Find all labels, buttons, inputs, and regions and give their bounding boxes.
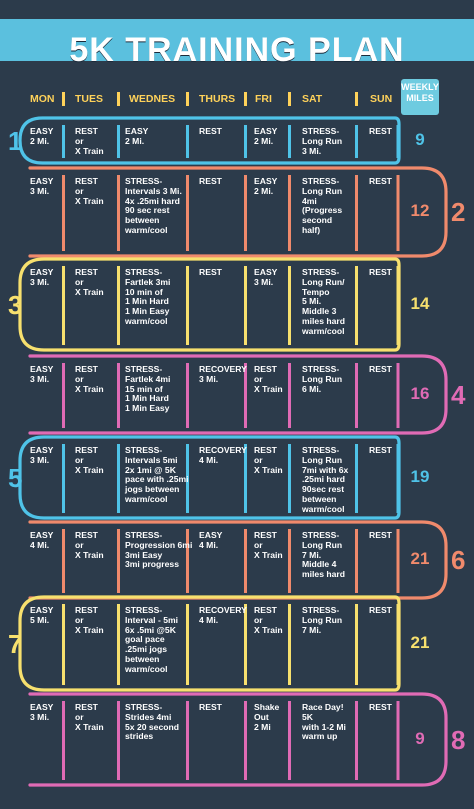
week-6-sun-cell: REST xyxy=(369,530,392,540)
week-4-track xyxy=(28,354,448,435)
week-4-sat-cell: STRESS- Long Run 6 Mi. xyxy=(302,364,343,394)
week-8-tues-cell: REST or X Train xyxy=(75,702,104,732)
week-3-total-miles: 14 xyxy=(410,293,430,313)
week-3-sun-cell: REST xyxy=(369,267,392,277)
header-divider xyxy=(244,92,247,106)
week-5-number: 5 xyxy=(8,462,23,493)
week-1-mon-cell: EASY 2 Mi. xyxy=(30,126,54,146)
week-8-wednes-cell: STRESS- Strides 4mi 5x 20 second strides xyxy=(125,702,179,742)
column-header-tues: TUES xyxy=(75,93,104,105)
header-divider xyxy=(288,92,291,106)
week-5-sat-cell: STRESS- Long Run 7mi with 6x .25mi hard … xyxy=(302,445,349,514)
week-2-total-miles: 12 xyxy=(410,201,430,220)
week-7-sat-cell: STRESS- Long Run 7 Mi. xyxy=(302,605,343,635)
week-1-wednes-cell: EASY 2 Mi. xyxy=(125,126,149,146)
week-7-thurs-cell: RECOVERY 4 Mi. xyxy=(199,605,247,625)
week-1-sat-cell: STRESS- Long Run 3 Mi. xyxy=(302,126,343,156)
week-7-wednes-cell: STRESS- Interval - 5mi 6x .5mi @5K goal … xyxy=(125,605,179,674)
week-2-sat-cell: STRESS- Long Run 4mi (Progress second ha… xyxy=(302,176,343,235)
week-1-sun-cell: REST xyxy=(369,126,392,136)
header-divider xyxy=(355,92,358,106)
column-header-sat: SAT xyxy=(302,93,323,105)
week-1-tues-cell: REST or X Train xyxy=(75,126,104,156)
week-8-mon-cell: EASY 3 Mi. xyxy=(30,702,54,722)
week-5-tues-cell: REST or X Train xyxy=(75,445,104,475)
column-header-sun: SUN xyxy=(370,93,393,105)
week-3-mon-cell: EASY 3 Mi. xyxy=(30,267,54,287)
week-4-fri-cell: REST or X Train xyxy=(254,364,283,394)
week-6-wednes-cell: STRESS- Progression 6mi 3mi Easy 3mi pro… xyxy=(125,530,193,570)
week-7-mon-cell: EASY 5 Mi. xyxy=(30,605,54,625)
week-3-wednes-cell: STRESS- Fartlek 3mi 10 min of 1 Min Hard… xyxy=(125,267,171,326)
week-2-fri-cell: EASY 2 Mi. xyxy=(254,176,278,196)
column-header-wednes: WEDNES xyxy=(129,93,176,105)
week-2-number: 2 xyxy=(451,197,466,227)
week-4-tues-cell: REST or X Train xyxy=(75,364,104,394)
week-5-sun-cell: REST xyxy=(369,445,392,455)
week-2-sun-cell: REST xyxy=(369,176,392,186)
week-1-thurs-cell: REST xyxy=(199,126,222,136)
week-4-thurs-cell: RECOVERY 3 Mi. xyxy=(199,364,247,384)
week-8-total-miles: 9 xyxy=(415,728,425,748)
column-header-weekly-miles: WEEKLY MILES xyxy=(401,82,439,103)
week-6-thurs-cell: EASY 4 Mi. xyxy=(199,530,223,550)
week-1-fri-cell: EASY 2 Mi. xyxy=(254,126,278,146)
column-header-thurs: THURS xyxy=(199,93,236,105)
week-6-track xyxy=(28,520,448,600)
week-4-wednes-cell: STRESS- Fartlek 4mi 15 min of 1 Min Hard… xyxy=(125,364,171,414)
title-band xyxy=(0,19,474,61)
week-2-mon-cell: EASY 3 Mi. xyxy=(30,176,54,196)
week-5-fri-cell: REST or X Train xyxy=(254,445,283,475)
week-8-track xyxy=(28,692,448,787)
week-5-mon-cell: EASY 3 Mi. xyxy=(30,445,54,465)
week-3-thurs-cell: REST xyxy=(199,267,222,277)
weekly-miles-header-box xyxy=(401,79,439,115)
week-6-sat-cell: STRESS- Long Run 7 Mi. Middle 4 miles ha… xyxy=(302,530,345,580)
week-8-number: 8 xyxy=(451,724,466,755)
week-8-thurs-cell: REST xyxy=(199,702,222,712)
week-2-track xyxy=(28,166,448,258)
week-2-thurs-cell: REST xyxy=(199,176,222,186)
week-7-number: 7 xyxy=(8,628,23,659)
week-6-tues-cell: REST or X Train xyxy=(75,530,104,560)
week-4-total-miles: 16 xyxy=(410,383,430,403)
week-3-number: 3 xyxy=(8,289,23,320)
week-7-total-miles: 21 xyxy=(410,632,430,652)
week-6-number: 6 xyxy=(451,545,466,575)
column-header-fri: FRI xyxy=(255,93,272,105)
week-7-tues-cell: REST or X Train xyxy=(75,605,104,635)
week-5-thurs-cell: RECOVERY 4 Mi. xyxy=(199,445,247,465)
week-6-mon-cell: EASY 4 Mi. xyxy=(30,530,54,550)
week-4-sun-cell: REST xyxy=(369,364,392,374)
week-5-wednes-cell: STRESS- Intervals 5mi 2x 1mi @ 5K pace w… xyxy=(125,445,189,504)
week-3-sat-cell: STRESS- Long Run/ Tempo 5 Mi. Middle 3 m… xyxy=(302,267,345,336)
week-7-fri-cell: REST or X Train xyxy=(254,605,283,635)
week-5-total-miles: 19 xyxy=(410,466,430,486)
week-4-number: 4 xyxy=(451,379,466,410)
column-header-mon: MON xyxy=(30,93,55,105)
week-8-fri-cell: Shake Out 2 Mi xyxy=(254,702,280,732)
header-divider xyxy=(117,92,120,106)
week-7-sun-cell: REST xyxy=(369,605,392,615)
week-1-total-miles: 9 xyxy=(415,129,425,149)
week-8-sun-cell: REST xyxy=(369,702,392,712)
page-title: 5K TRAINING PLAN xyxy=(69,31,405,69)
week-1-number: 1 xyxy=(8,125,23,156)
week-4-mon-cell: EASY 3 Mi. xyxy=(30,364,54,384)
header-divider xyxy=(62,92,65,106)
week-8-sat-cell: Race Day! 5K with 1-2 Mi warm up xyxy=(302,702,346,742)
week-3-fri-cell: EASY 3 Mi. xyxy=(254,267,278,287)
week-2-wednes-cell: STRESS- Intervals 3 Mi. 4x .25mi hard 90… xyxy=(125,176,182,235)
week-6-total-miles: 21 xyxy=(410,549,430,568)
week-2-tues-cell: REST or X Train xyxy=(75,176,104,206)
week-3-tues-cell: REST or X Train xyxy=(75,267,104,297)
header-divider xyxy=(186,92,189,106)
week-6-fri-cell: REST or X Train xyxy=(254,530,283,560)
